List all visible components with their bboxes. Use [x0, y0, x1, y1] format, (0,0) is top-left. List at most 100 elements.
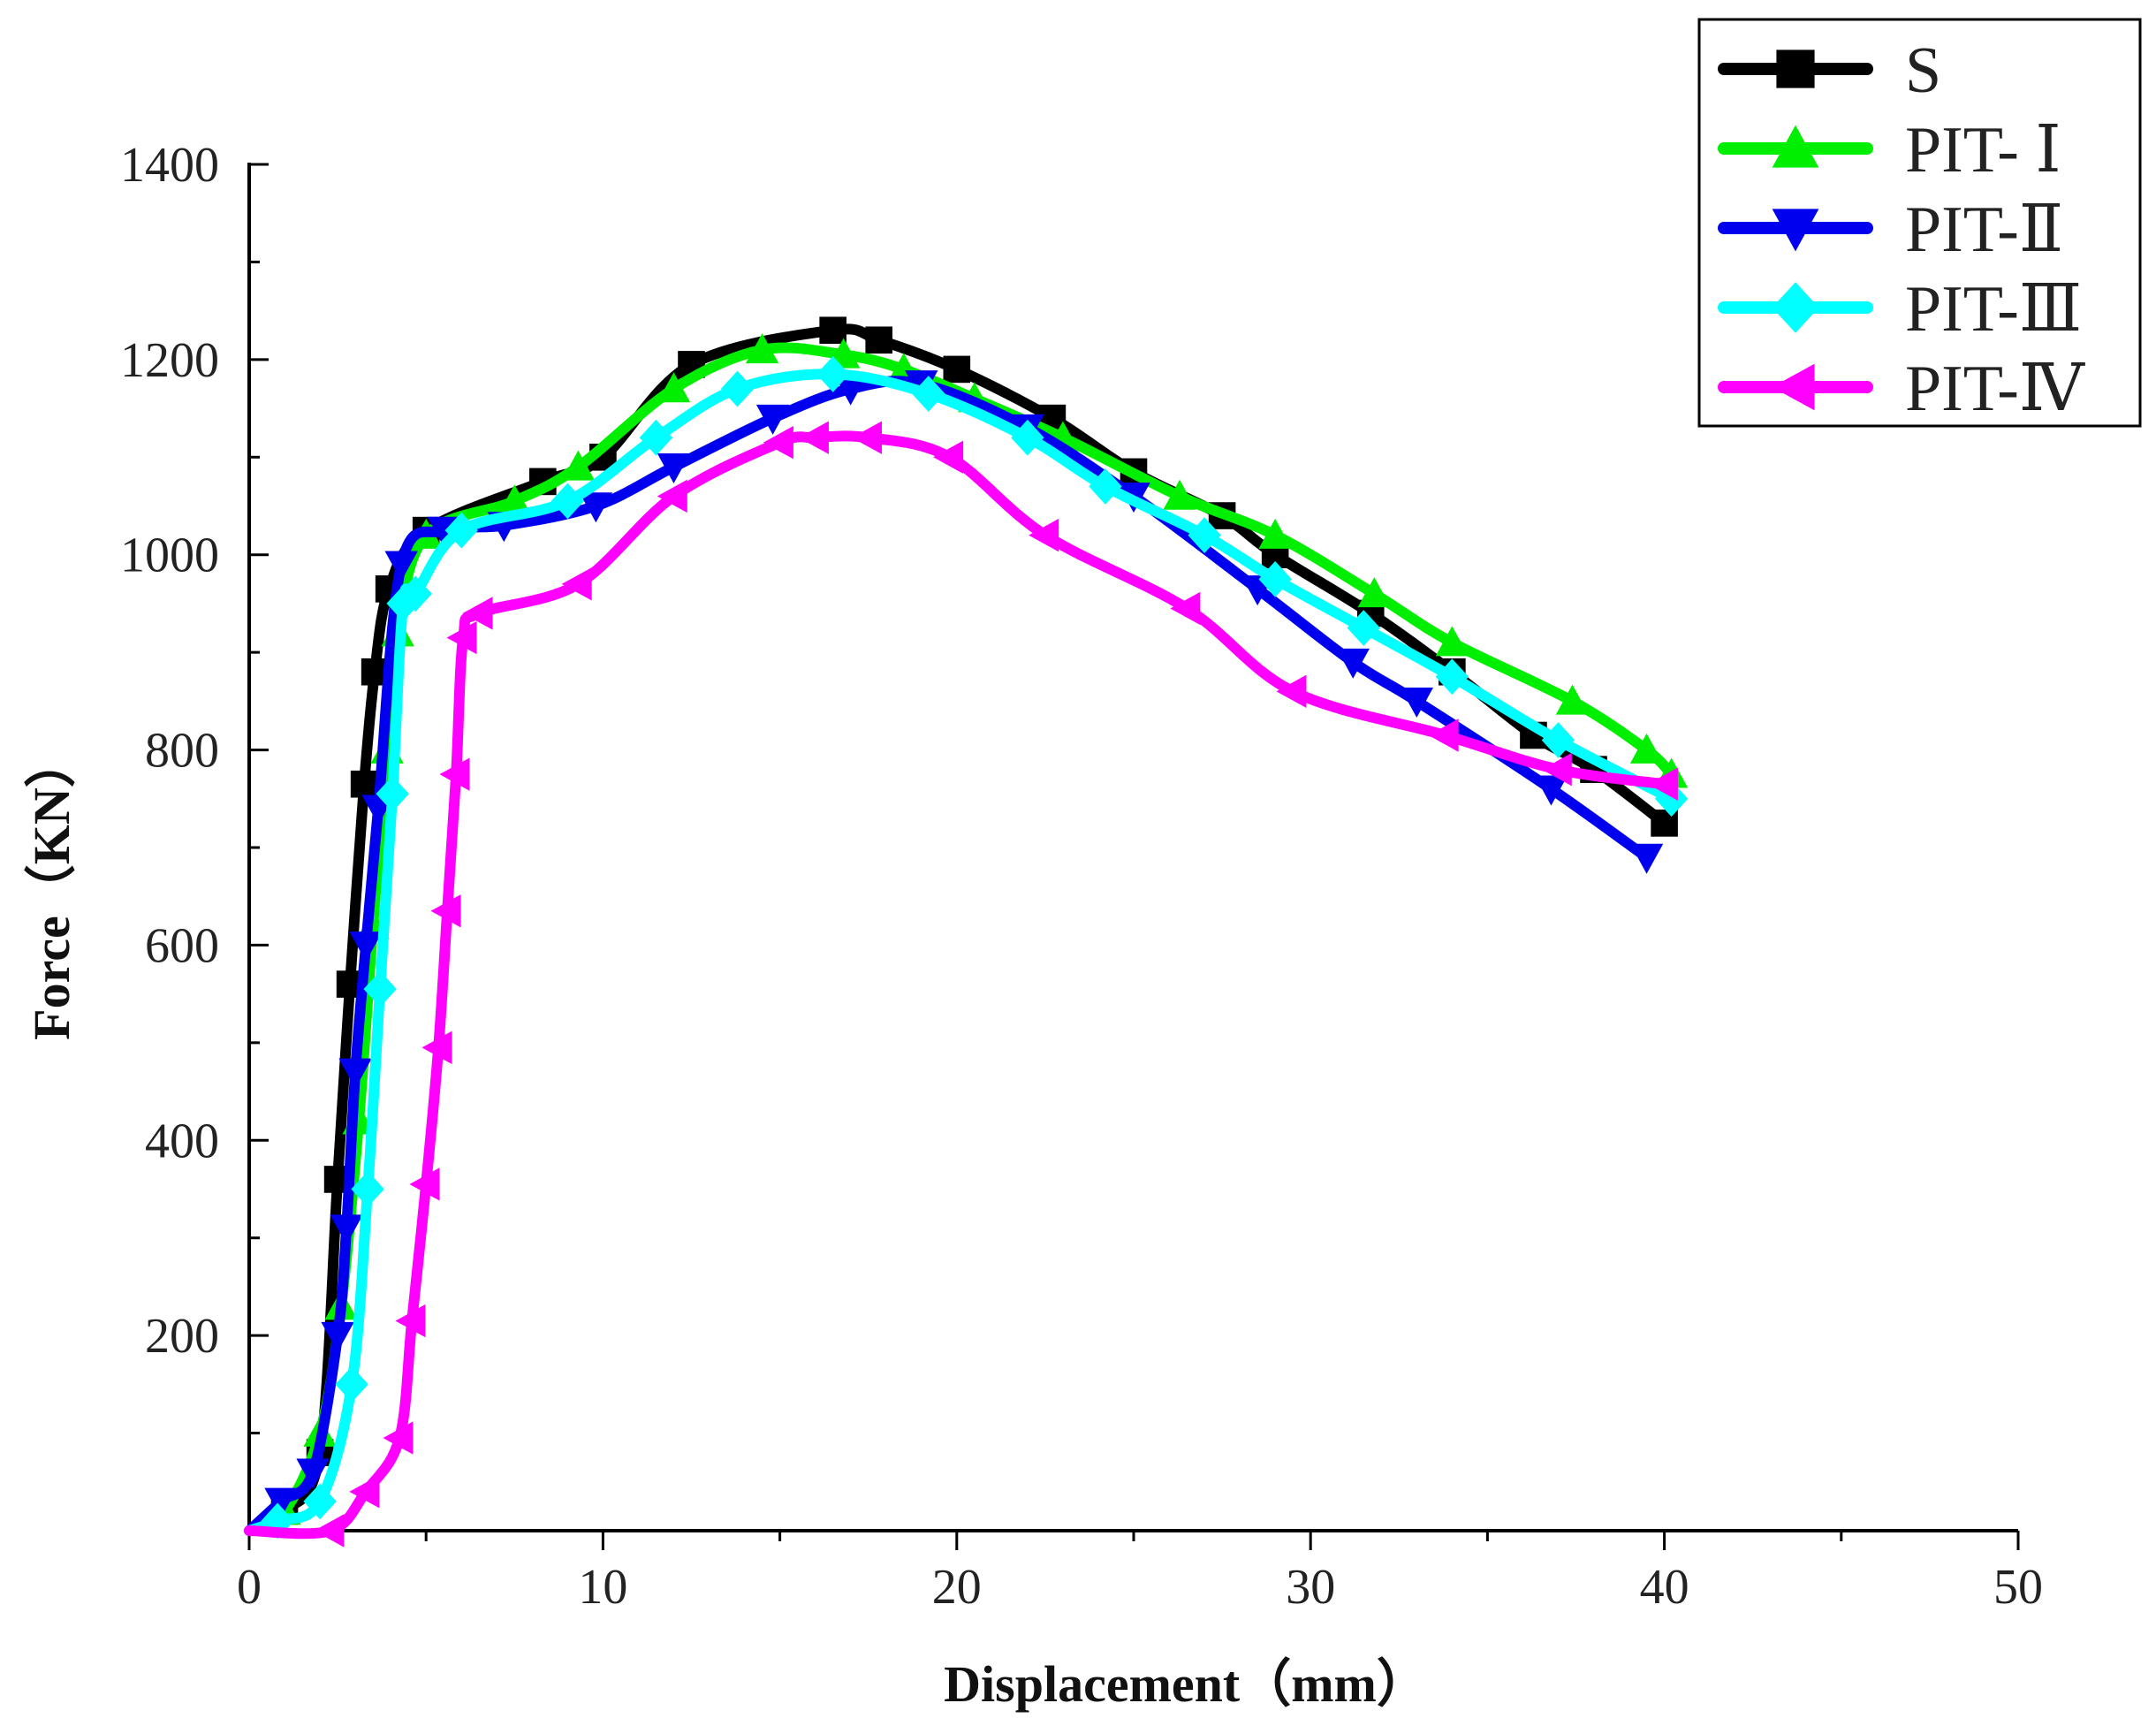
- series-2: [244, 333, 1689, 1536]
- data-point: [1534, 775, 1568, 806]
- data-point: [755, 404, 790, 435]
- legend-item: PIT- Ⅰ: [1718, 114, 2061, 186]
- data-point: [1428, 719, 1459, 752]
- data-point: [439, 757, 470, 791]
- data-point: [1336, 648, 1370, 679]
- y-tick-label: 1000: [120, 528, 219, 583]
- data-point: [363, 970, 397, 1007]
- data-point: [321, 1321, 354, 1352]
- y-tick-label: 1200: [120, 333, 219, 388]
- data-point: [395, 1304, 426, 1338]
- data-point: [1276, 674, 1307, 709]
- data-point: [349, 931, 383, 962]
- data-point: [264, 1487, 298, 1518]
- data-point: [350, 770, 378, 798]
- data-point: [833, 375, 868, 406]
- y-axis-title: Force（KN）: [23, 736, 80, 1040]
- legend-marker: [1772, 363, 1815, 411]
- data-point: [383, 1421, 414, 1455]
- legend-label: PIT-Ⅱ: [1905, 194, 2063, 266]
- legend-item: S: [1718, 34, 1941, 107]
- data-point: [657, 372, 691, 403]
- y-tick-label: 1400: [120, 138, 219, 193]
- data-point: [657, 453, 691, 484]
- y-tick-label: 200: [145, 1309, 219, 1364]
- data-point: [384, 551, 418, 582]
- data-point: [561, 450, 596, 481]
- legend-label: PIT-Ⅲ: [1905, 273, 2082, 346]
- data-point: [816, 356, 850, 392]
- data-point: [1258, 518, 1292, 549]
- data-point: [865, 326, 893, 354]
- data-point: [314, 1514, 345, 1547]
- data-point: [1357, 577, 1391, 608]
- data-point: [330, 1214, 363, 1245]
- data-point: [550, 483, 585, 520]
- series-line: [244, 376, 1652, 1536]
- legend-marker: [1776, 49, 1815, 88]
- x-tick-label: 30: [1286, 1560, 1335, 1615]
- data-point: [720, 370, 755, 407]
- data-point: [1654, 780, 1689, 817]
- data-point: [912, 376, 945, 412]
- data-point: [1188, 517, 1221, 554]
- x-axis-title: Displacement（mm）: [944, 1655, 1428, 1713]
- data-point: [657, 479, 687, 513]
- data-point: [1541, 752, 1572, 787]
- data-point: [497, 484, 531, 515]
- series-5: [244, 421, 1678, 1547]
- x-tick-label: 40: [1640, 1560, 1689, 1615]
- legend-label: PIT- Ⅰ: [1905, 114, 2061, 186]
- legend-marker: [1772, 125, 1819, 168]
- y-tick-label: 600: [145, 918, 219, 973]
- data-point: [399, 575, 432, 612]
- data-point: [376, 775, 409, 812]
- data-point: [798, 421, 829, 454]
- y-tick-label: 800: [145, 724, 219, 779]
- data-point: [943, 355, 971, 384]
- axes: 0 10 20 30 40 50 200 400 600 800 1000 1200 1400: [120, 138, 2043, 1615]
- x-tick-label: 20: [932, 1560, 982, 1615]
- data-point: [296, 1458, 330, 1489]
- data-point: [430, 894, 461, 928]
- data-point: [1400, 688, 1434, 719]
- data-point: [561, 567, 592, 601]
- x-tick-label: 50: [1993, 1560, 2043, 1615]
- data-point: [933, 440, 964, 474]
- legend-item: PIT-Ⅱ: [1718, 194, 2063, 266]
- data-point: [1170, 591, 1201, 626]
- series-4: [244, 356, 1689, 1540]
- data-point: [1435, 658, 1469, 696]
- data-point: [1089, 468, 1122, 505]
- series-line: [244, 369, 1677, 1536]
- data-point: [1541, 722, 1575, 758]
- data-point: [444, 512, 478, 549]
- data-point: [1011, 419, 1044, 456]
- data-point: [1555, 684, 1590, 715]
- x-tick-label: 0: [237, 1560, 262, 1615]
- data-point: [852, 421, 882, 454]
- series-line: [244, 430, 1670, 1540]
- data-point: [1435, 626, 1469, 657]
- data-point: [745, 333, 779, 364]
- data-point: [1347, 610, 1380, 646]
- series-layer: [244, 316, 1689, 1547]
- data-point: [1163, 479, 1196, 510]
- data-point: [421, 1030, 452, 1065]
- data-point: [446, 620, 477, 655]
- legend-item: PIT-Ⅲ: [1718, 273, 2082, 346]
- data-point: [639, 419, 673, 456]
- y-tick-label: 400: [145, 1114, 219, 1168]
- data-point: [1647, 767, 1678, 801]
- data-point: [303, 1483, 337, 1520]
- data-point: [579, 492, 613, 523]
- x-tick-label: 10: [578, 1560, 627, 1615]
- data-point: [409, 1167, 440, 1201]
- legend-marker: [1772, 209, 1819, 252]
- data-point: [1258, 560, 1292, 597]
- legend-label: PIT-Ⅳ: [1905, 353, 2086, 425]
- data-point: [763, 426, 793, 460]
- data-point: [1629, 733, 1664, 764]
